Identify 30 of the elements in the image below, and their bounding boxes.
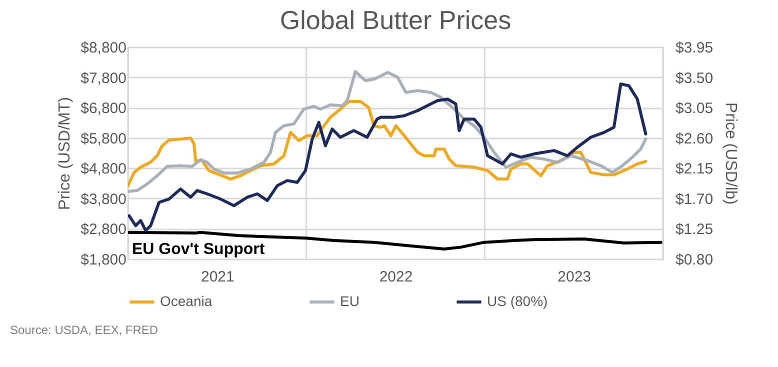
line-series (128, 82, 648, 232)
x-tick-label: 2021 (200, 268, 234, 286)
y-tick-label: $7,800 (80, 70, 126, 87)
legend-label: EU (340, 293, 360, 309)
y2-tick-label: $3.05 (676, 100, 714, 118)
y2-tick-label: $2.60 (676, 130, 714, 148)
y2-axis-title: Price (USD/lb) (722, 102, 740, 205)
line-series (128, 100, 648, 188)
y-tick-label: $6,800 (80, 100, 126, 118)
y2-tick-label: $2.15 (676, 160, 714, 178)
y-tick-label: $4,800 (80, 160, 126, 178)
legend-label: Oceania (160, 293, 212, 309)
annotation: EU Gov't Support (132, 241, 266, 258)
y2-tick-label: $3.95 (676, 40, 714, 56)
source-note: Source: USDA, EEX, FRED (10, 323, 158, 337)
y2-tick-label: $3.50 (676, 70, 714, 87)
y2-tick-label: $1.70 (676, 190, 714, 208)
y-tick-label: $8,800 (80, 40, 126, 56)
y2-tick-label: $1.25 (676, 221, 714, 238)
chart-title: Global Butter Prices (280, 5, 512, 35)
line-series (128, 70, 648, 193)
legend-label: US (80%) (487, 293, 548, 309)
y2-tick-label: $0.80 (676, 252, 714, 268)
y-tick-label: $2,800 (80, 221, 126, 238)
y-axis-title: Price (USD/MT) (56, 97, 74, 210)
x-tick-label: 2022 (379, 268, 413, 286)
y-tick-label: $5,800 (80, 130, 126, 148)
y-tick-label: $3,800 (80, 190, 126, 208)
y-tick-label: $1,800 (80, 252, 126, 268)
x-tick-label: 2023 (558, 268, 592, 286)
